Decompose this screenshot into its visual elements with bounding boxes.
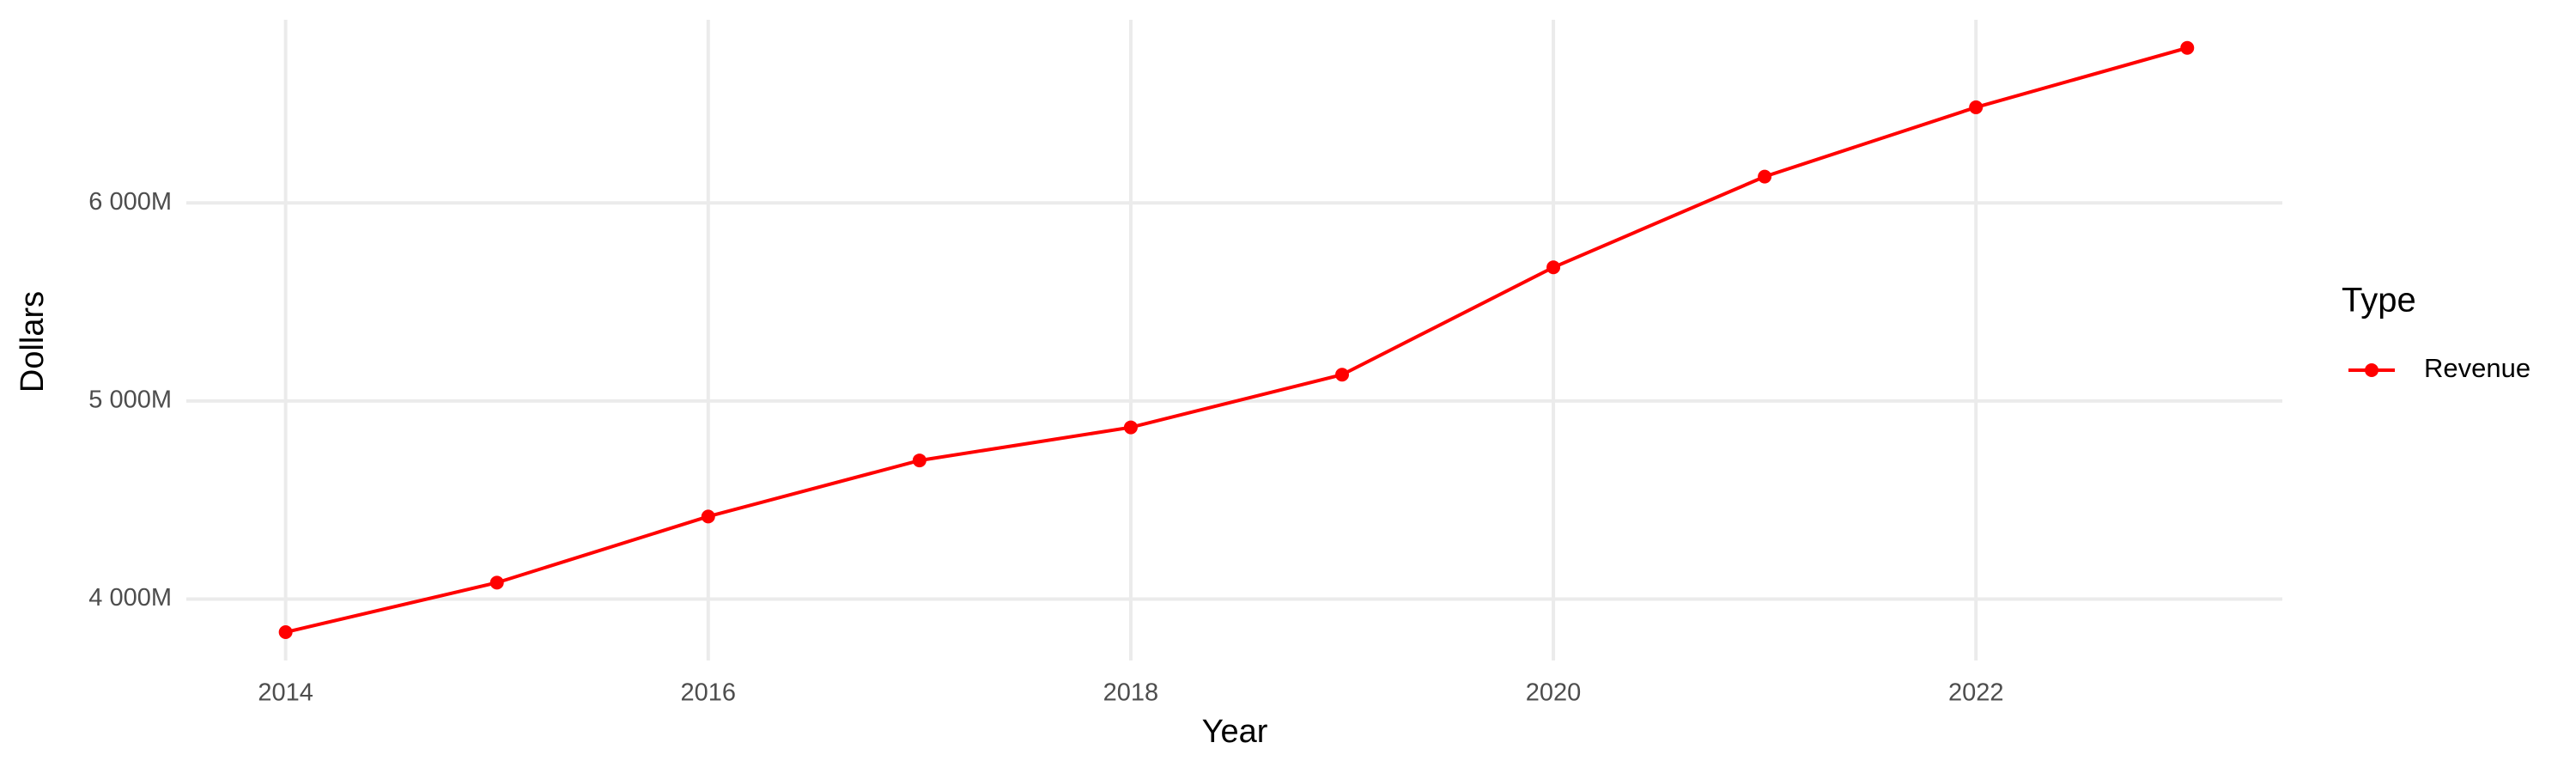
x-axis-title: Year: [1202, 714, 1268, 750]
y-tick-label: 4 000M: [88, 584, 172, 612]
y-axis-title: Dollars: [15, 291, 51, 393]
point: [2180, 40, 2195, 55]
y-tick-label: 5 000M: [88, 386, 172, 414]
legend-label: Revenue: [2424, 353, 2530, 383]
legend-title: Type: [2342, 282, 2416, 320]
point: [1546, 260, 1561, 275]
point: [278, 625, 293, 640]
point: [489, 575, 504, 590]
x-tick-label: 2016: [681, 679, 737, 707]
point: [1758, 169, 1772, 184]
line: [285, 46, 2188, 634]
point: [701, 509, 715, 524]
y-tick-label: 6 000M: [88, 188, 172, 216]
x-tick-label: 2014: [258, 679, 313, 707]
point: [912, 453, 927, 468]
legend-point: [2365, 363, 2379, 377]
x-tick-label: 2020: [1526, 679, 1582, 707]
point: [1969, 100, 1984, 114]
point: [1123, 420, 1138, 435]
x-tick-label: 2022: [1948, 679, 2004, 707]
x-tick-label: 2018: [1103, 679, 1159, 707]
point: [1334, 368, 1349, 382]
